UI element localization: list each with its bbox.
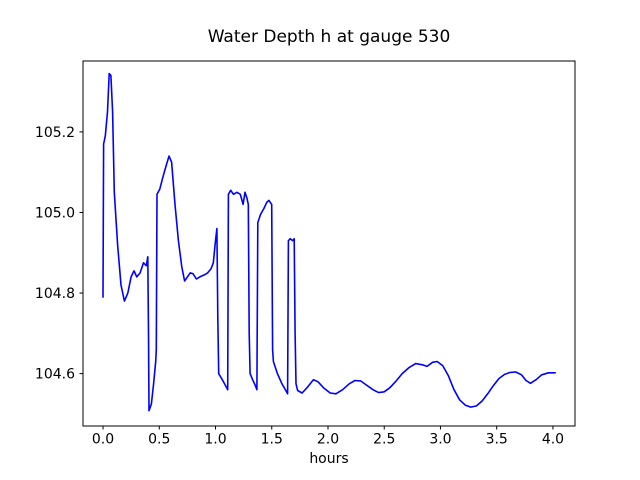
x-tick-label: 3.5 <box>486 432 508 448</box>
y-tick-label: 104.6 <box>35 367 75 383</box>
x-tick-label: 4.0 <box>542 432 564 448</box>
x-tick-label: 2.0 <box>317 432 339 448</box>
y-tick-label: 104.8 <box>35 286 75 302</box>
series-line-water-depth-h <box>102 72 557 412</box>
x-tick-label: 0.5 <box>148 432 170 448</box>
x-tick-label: 0.0 <box>92 432 114 448</box>
chart-title: Water Depth h at gauge 530 <box>207 27 451 47</box>
x-axis-label: hours <box>309 451 349 467</box>
plot-frame <box>82 60 576 427</box>
x-tick-label: 1.0 <box>204 432 226 448</box>
x-tick-label: 2.5 <box>373 432 395 448</box>
x-tick-label: 1.5 <box>261 432 283 448</box>
y-tick-label: 105.2 <box>35 125 75 141</box>
y-tick-label: 105.0 <box>35 205 75 221</box>
x-tick-label: 3.0 <box>429 432 451 448</box>
